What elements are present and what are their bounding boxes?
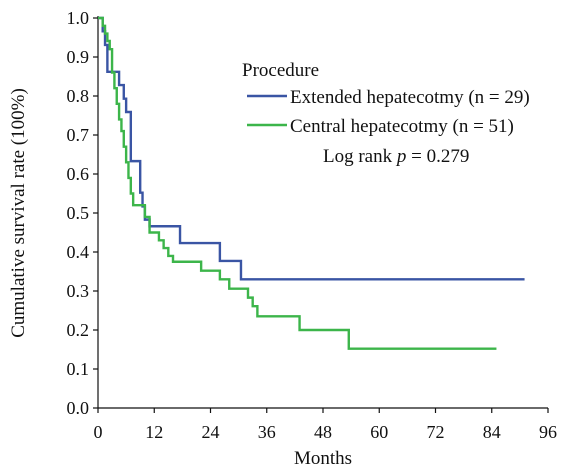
central-hepatectomy-curve — [98, 16, 497, 350]
y-tick-label: 1.0 — [67, 8, 90, 28]
x-axis-title: Months — [294, 448, 352, 469]
legend-label-central: Central hepatecotmy (n = 51) — [290, 116, 514, 137]
y-tick-label: 0.7 — [67, 125, 90, 145]
y-axis-title: Cumulative survival rate (100%) — [8, 88, 29, 338]
x-tick-label: 36 — [258, 422, 276, 442]
y-tick-label: 0.2 — [67, 320, 90, 340]
extended-hepatectomy-curve — [98, 16, 525, 281]
x-tick-label: 72 — [427, 422, 445, 442]
y-tick-label: 0.1 — [67, 359, 90, 379]
y-tick-label: 0.4 — [67, 242, 90, 262]
y-tick-label: 0.8 — [67, 86, 90, 106]
legend-label-extended: Extended hepatecotmy (n = 29) — [290, 87, 530, 108]
y-tick-label: 0.9 — [67, 47, 90, 67]
y-tick-label: 0.3 — [67, 281, 90, 301]
log-rank-prefix: Log rank — [323, 146, 397, 167]
legend: Procedure Extended hepatecotmy (n = 29) … — [242, 60, 530, 167]
legend-title: Procedure — [242, 60, 319, 81]
x-tick-label: 96 — [539, 422, 557, 442]
log-rank-p-symbol: p — [395, 146, 407, 167]
x-tick-label: 12 — [145, 422, 163, 442]
x-tick-label: 0 — [94, 422, 103, 442]
log-rank-value: = 0.279 — [406, 146, 469, 167]
y-tick-label: 0.6 — [67, 164, 90, 184]
axes: 0.0 0.1 0.2 0.3 0.4 0.5 0.6 0.7 0.8 0.9 1.0 0 12 24 36… — [8, 8, 557, 469]
series-layer — [98, 16, 525, 350]
x-tick-label: 48 — [314, 422, 332, 442]
x-tick-label: 24 — [202, 422, 220, 442]
log-rank-annotation: Log rank p = 0.279 — [323, 146, 469, 167]
x-tick-label: 84 — [483, 422, 501, 442]
y-tick-label: 0.5 — [67, 203, 90, 223]
y-tick-label: 0.0 — [67, 398, 90, 418]
x-tick-label: 60 — [370, 422, 388, 442]
